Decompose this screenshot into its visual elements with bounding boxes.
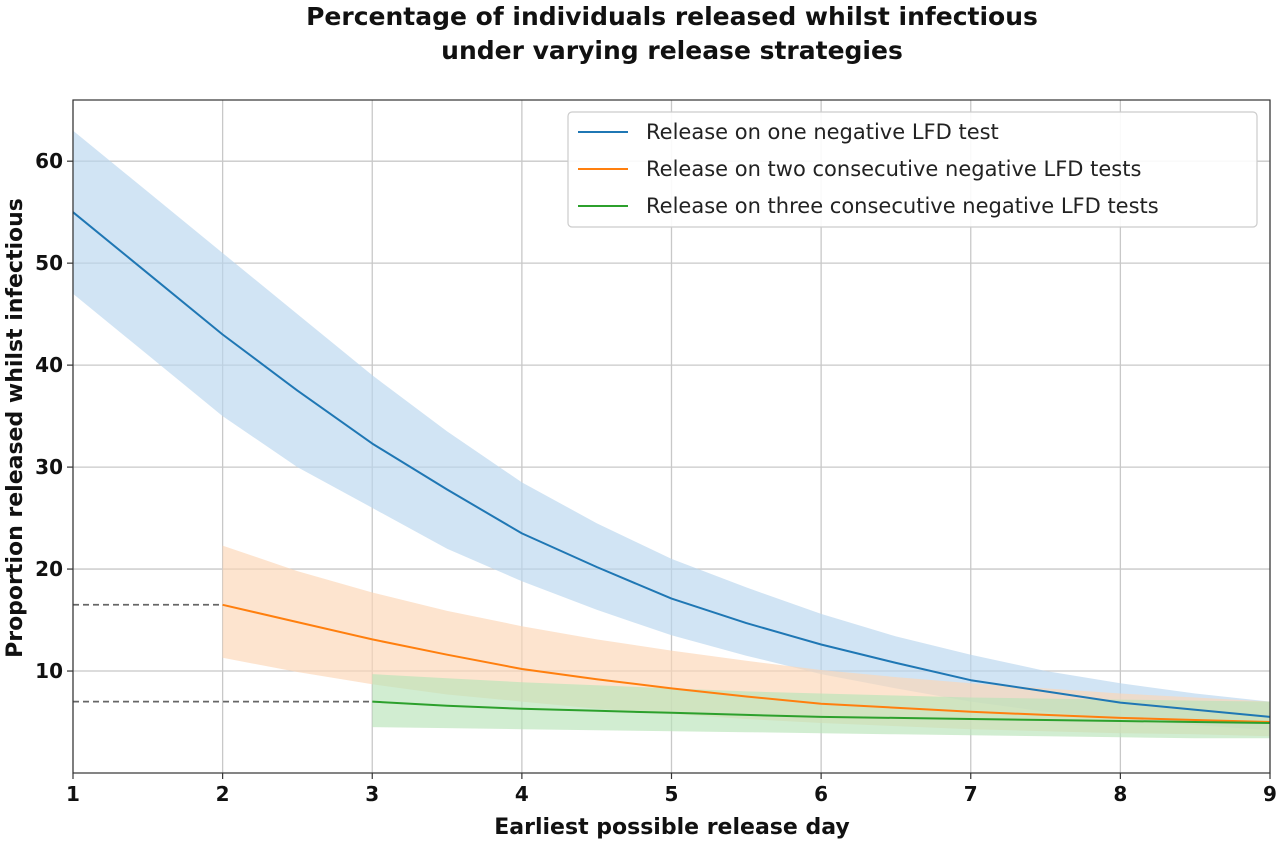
confidence-band-0 [73,130,1270,731]
series-line-0 [72,211,1271,718]
y-tick-label-5: 60 [35,149,63,173]
confidence-bands [73,130,1271,739]
x-tick-label-7: 8 [1113,782,1127,806]
x-tick-label-2: 3 [365,782,379,806]
x-tick-label-1: 2 [216,782,230,806]
x-tick-label-4: 5 [665,782,679,806]
legend: Release on one negative LFD test Release … [567,111,1258,228]
y-axis-label: Proportion released whilst infectious [3,198,28,658]
legend-label-0: Release on one negative LFD test [646,120,999,144]
y-tick-label-3: 40 [35,353,63,377]
legend-box [567,111,1258,228]
x-axis-ticks: 1 2 3 4 5 6 7 8 9 [66,773,1277,806]
chart-title-line-2: under varying release strategies [441,36,903,65]
series-line-2 [372,700,1271,724]
legend-label-2: Release on three consecutive negative LF… [646,194,1159,218]
x-tick-label-3: 4 [515,782,529,806]
y-tick-label-4: 50 [35,251,63,275]
x-axis-label: Earliest possible release day [494,815,849,840]
reference-lines [73,603,373,703]
y-tick-label-2: 30 [35,455,63,479]
chart-title: Percentage of individuals released whils… [306,2,1038,65]
confidence-band-2 [372,674,1270,739]
x-tick-label-5: 6 [814,782,828,806]
y-axis-ticks: 10 20 30 40 50 60 [35,149,73,683]
y-tick-label-0: 10 [35,659,63,683]
legend-label-1: Release on two consecutive negative LFD … [646,157,1141,181]
x-tick-label-8: 9 [1263,782,1277,806]
series-line-1 [222,603,1271,723]
x-tick-label-0: 1 [66,782,80,806]
y-tick-label-1: 20 [35,557,63,581]
x-tick-label-6: 7 [964,782,978,806]
series-lines [72,211,1271,724]
chart-title-line-1: Percentage of individuals released whils… [306,2,1038,31]
